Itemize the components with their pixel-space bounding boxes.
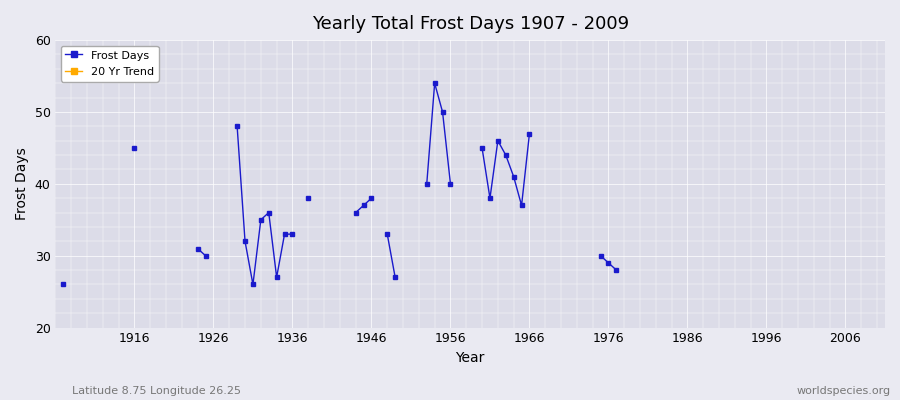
Text: Latitude 8.75 Longitude 26.25: Latitude 8.75 Longitude 26.25 <box>72 386 241 396</box>
Legend: Frost Days, 20 Yr Trend: Frost Days, 20 Yr Trend <box>61 46 158 82</box>
Title: Yearly Total Frost Days 1907 - 2009: Yearly Total Frost Days 1907 - 2009 <box>311 15 629 33</box>
Y-axis label: Frost Days: Frost Days <box>15 148 29 220</box>
Text: worldspecies.org: worldspecies.org <box>796 386 891 396</box>
X-axis label: Year: Year <box>455 351 485 365</box>
